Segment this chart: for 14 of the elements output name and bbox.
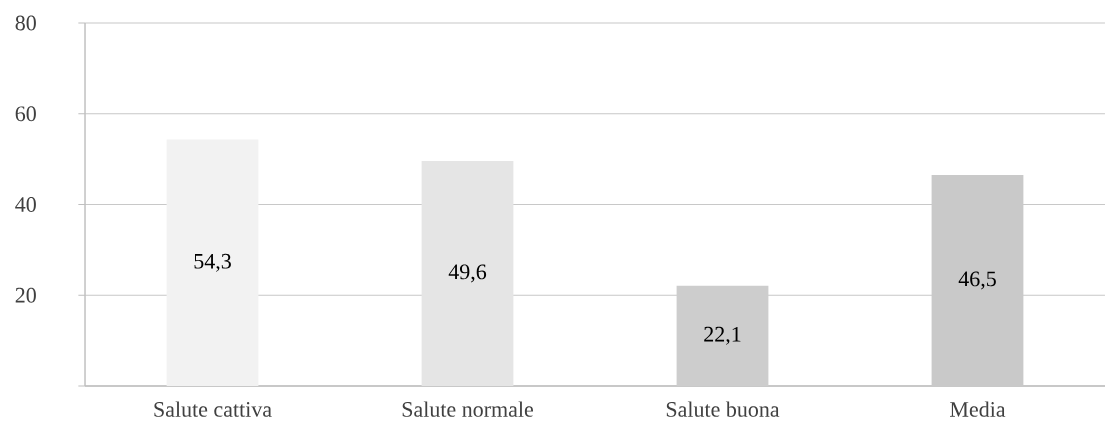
y-tick-label: 60 [15, 106, 36, 122]
data-label: 22,1 [704, 326, 741, 345]
x-tick-label: Salute buona [666, 401, 780, 417]
bar [421, 160, 514, 386]
y-tick-label: 80 [15, 15, 36, 31]
x-tick-label: Salute cattiva [154, 401, 272, 417]
x-tick-label: Salute normale [402, 401, 534, 417]
data-label: 54,3 [194, 253, 231, 272]
bar [166, 139, 259, 386]
y-tick-label: 20 [15, 287, 36, 303]
y-tick-label: 40 [15, 197, 36, 212]
x-tick-label: Media [950, 401, 1006, 417]
data-label: 49,6 [448, 264, 487, 283]
data-label: 46,5 [958, 271, 996, 290]
